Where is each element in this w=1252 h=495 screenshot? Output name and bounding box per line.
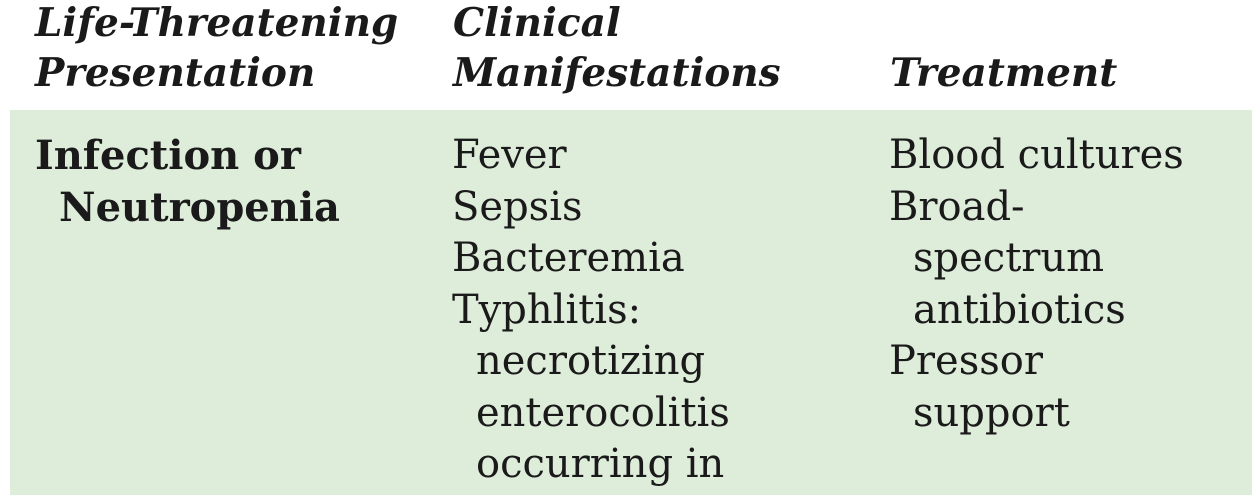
treatment-line: spectrum xyxy=(913,235,1105,281)
treatment-line: Broad- xyxy=(889,183,1025,230)
table-row xyxy=(10,110,1252,495)
condition-cell: Infection or Neutropenia xyxy=(35,130,340,233)
manifestation-line: enterocolitis xyxy=(476,389,730,436)
header-presentation-line2: Presentation xyxy=(35,50,316,96)
treatment-line: support xyxy=(913,389,1070,436)
header-treatment-line1: Treatment xyxy=(890,50,1118,96)
condition-line: Infection or xyxy=(35,132,301,179)
treatment-line: Blood cultures xyxy=(889,132,1184,178)
manifestation-line: necrotizing xyxy=(476,338,706,384)
manifestation-line: Fever xyxy=(452,132,567,178)
manifestations-cell: Fever Sepsis Bacteremia Typhlitis: necro… xyxy=(452,130,730,491)
header-manifestations: Clinical Manifestations xyxy=(453,0,781,98)
table-header: Life-Threatening Presentation Clinical M… xyxy=(0,0,1252,110)
header-presentation: Life-Threatening Presentation xyxy=(35,0,398,98)
manifestation-line: Bacteremia xyxy=(452,235,685,281)
manifestation-line: Sepsis xyxy=(452,183,583,230)
treatment-line: antibiotics xyxy=(913,286,1126,333)
condition-line: Neutropenia xyxy=(59,183,340,231)
header-treatment: Treatment xyxy=(890,48,1117,98)
treatment-line: Pressor xyxy=(889,338,1043,384)
header-manifestations-line2: Manifestations xyxy=(453,50,781,96)
manifestation-line: occurring in xyxy=(476,441,725,487)
header-presentation-line1: Life-Threatening xyxy=(35,0,399,46)
manifestation-line: Typhlitis: xyxy=(452,286,642,333)
header-manifestations-line1: Clinical xyxy=(453,0,621,46)
treatment-cell: Blood cultures Broad- spectrum antibioti… xyxy=(889,130,1184,439)
